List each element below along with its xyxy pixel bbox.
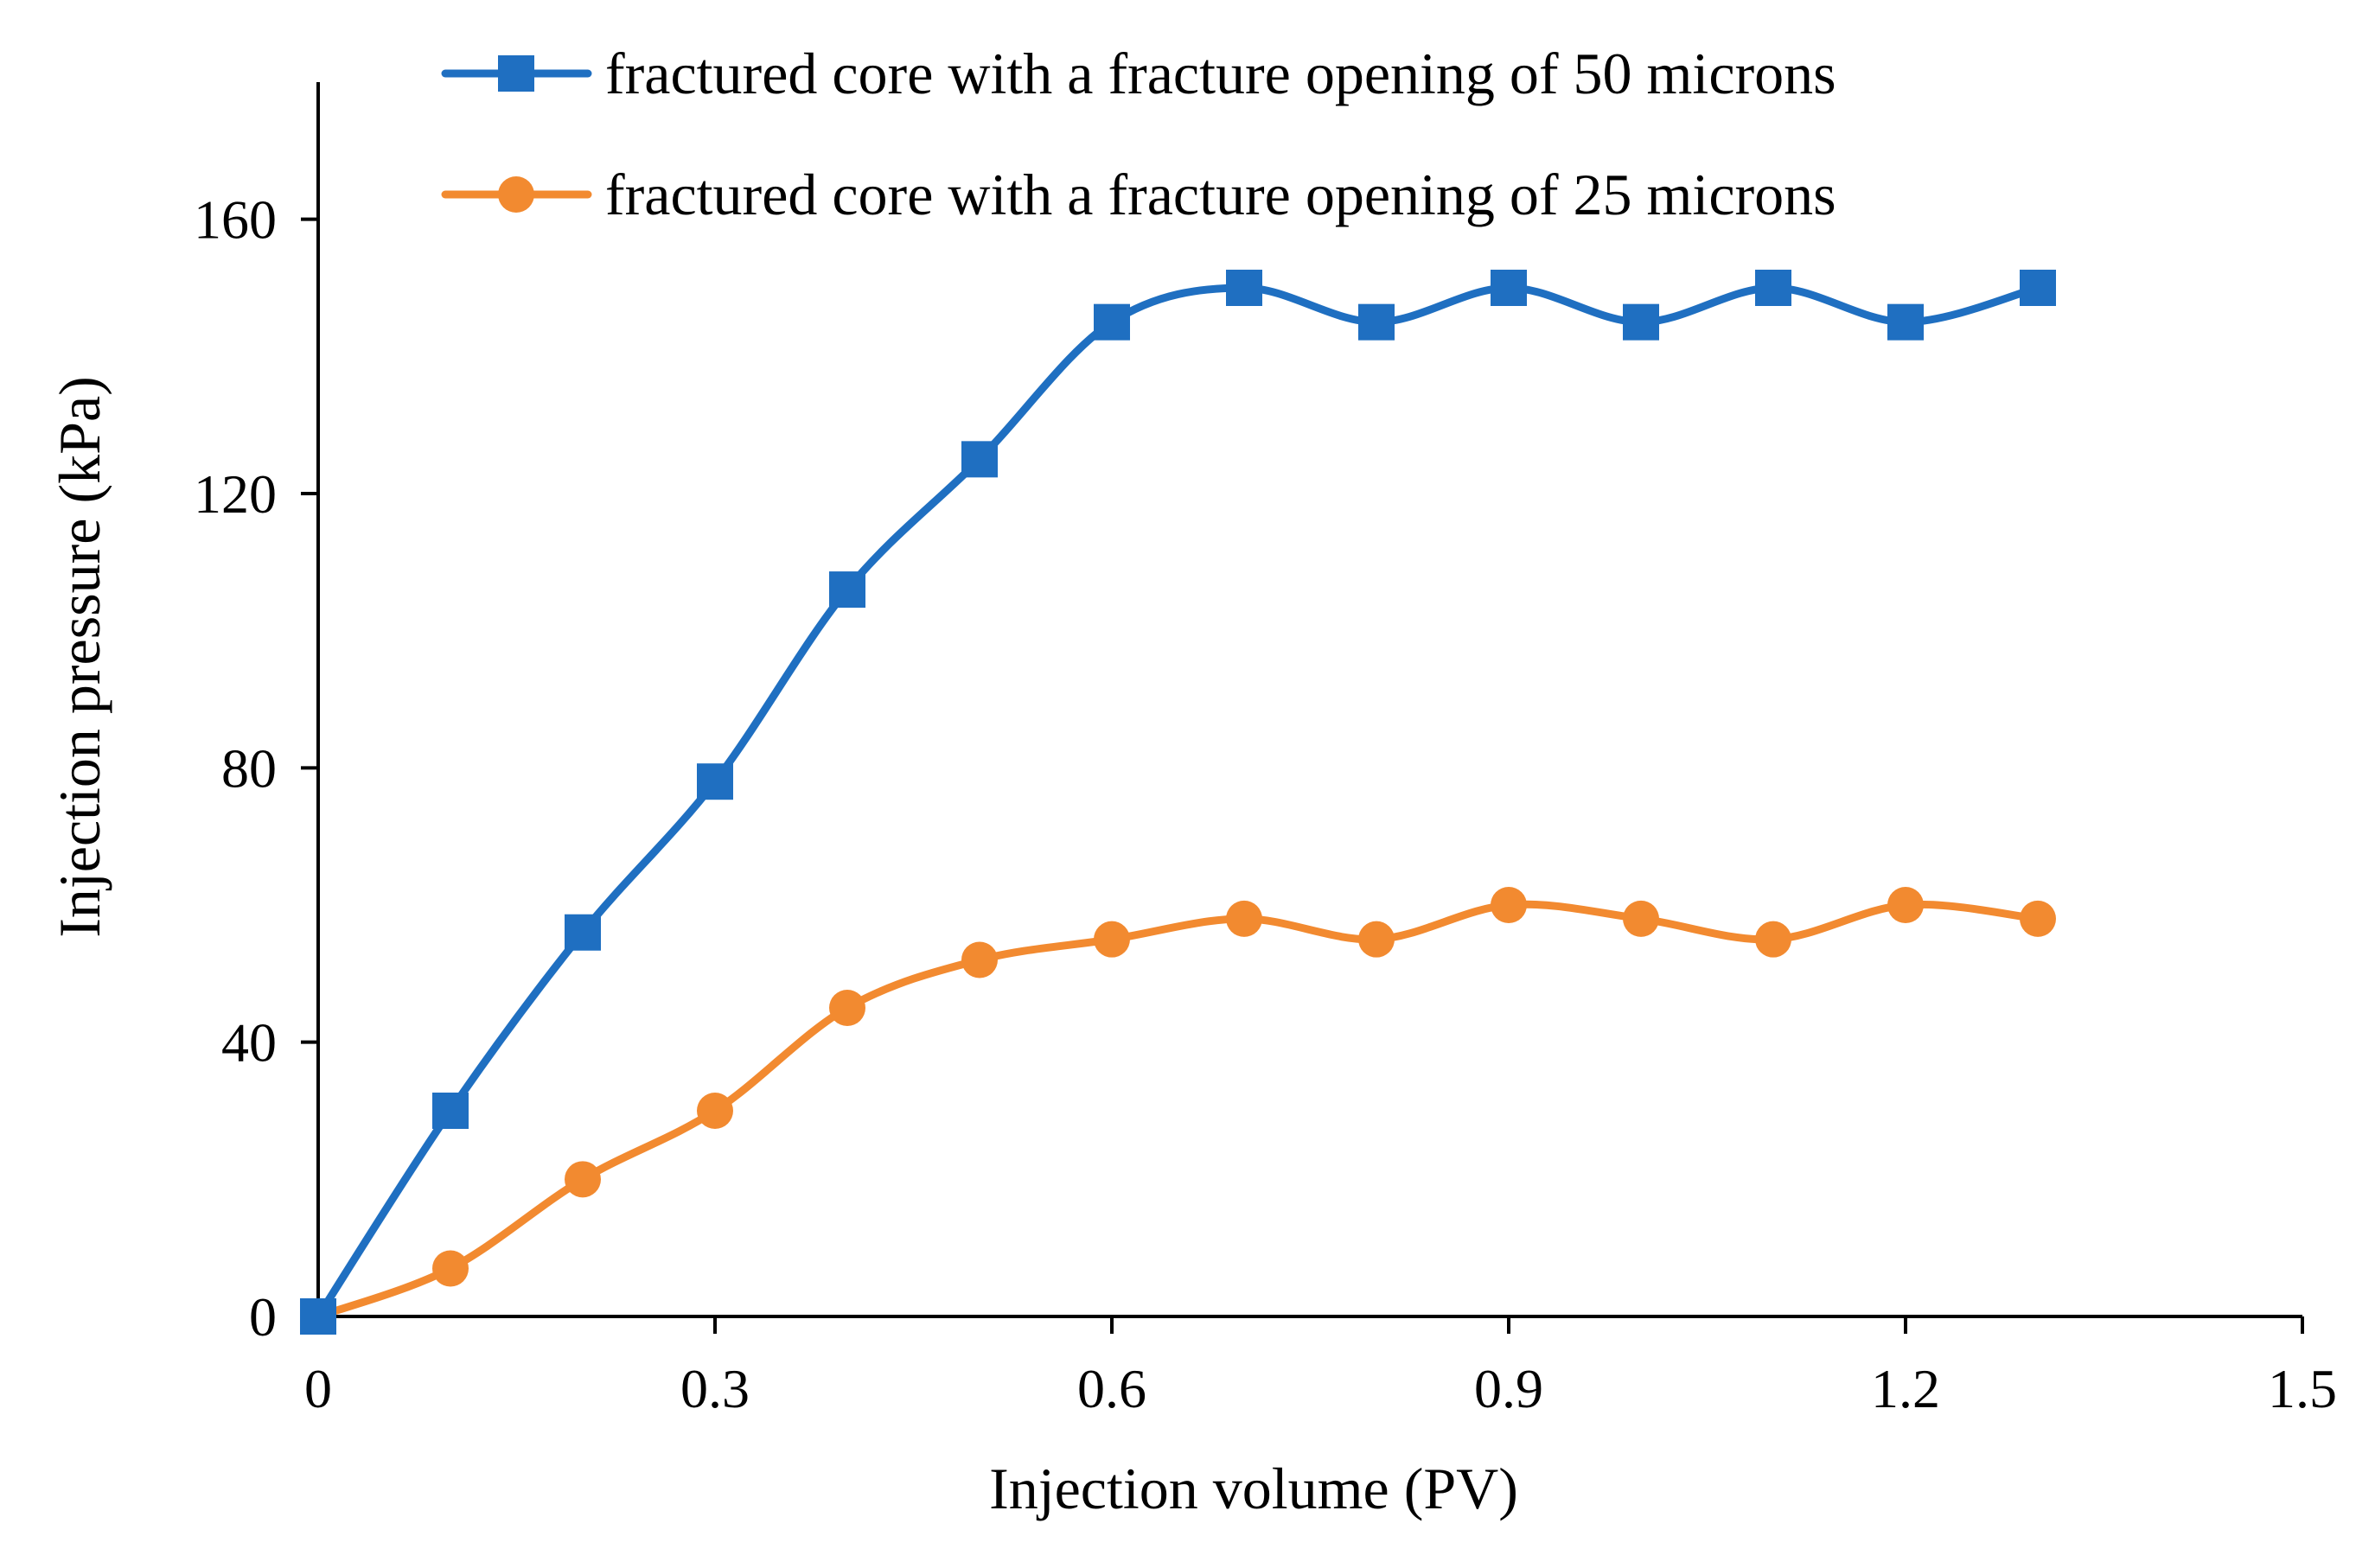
series-1-point: [1358, 303, 1395, 341]
x-tick-label: 1.5: [2268, 1358, 2337, 1419]
series-markers: [300, 270, 2056, 1335]
series-2-point: [697, 1093, 733, 1129]
series-1-point: [829, 571, 865, 609]
x-axis-title: Injection volume (PV): [989, 1456, 1518, 1521]
series-1-point: [1755, 270, 1791, 306]
series-2-point: [565, 1161, 601, 1198]
legend-swatch-marker: [498, 176, 534, 213]
series-1-point: [1623, 303, 1659, 341]
legend: fractured core with a fracture opening o…: [441, 41, 1836, 227]
series-1-point: [2020, 270, 2056, 306]
legend-entry-1: fractured core with a fracture opening o…: [441, 41, 1836, 106]
x-tick-label: 1.2: [1871, 1358, 1940, 1419]
legend-label: fractured core with a fracture opening o…: [605, 162, 1836, 227]
series-1-point: [697, 763, 733, 800]
series-line-1: [314, 284, 2042, 1321]
series-lines: [314, 284, 2042, 1321]
series-1-point: [1887, 303, 1924, 341]
series-2-point: [1755, 921, 1791, 958]
series-1-point: [300, 1298, 336, 1335]
legend-label: fractured core with a fracture opening o…: [605, 41, 1836, 106]
y-tick-label: 120: [194, 463, 277, 525]
series-2-point: [1887, 887, 1924, 923]
legend-swatch-marker: [498, 55, 534, 92]
series-2-point: [1094, 921, 1130, 958]
y-tick-label: 0: [249, 1286, 277, 1348]
series-line-2: [314, 900, 2042, 1321]
x-tick-label: 0: [304, 1358, 332, 1419]
series-2-point: [961, 941, 998, 978]
series-1-point: [1094, 303, 1130, 341]
series-2-point: [1623, 900, 1659, 937]
y-tick-label: 160: [194, 189, 277, 251]
y-axis-title: Injection pressure (kPa): [47, 376, 112, 938]
series-2-point: [1358, 921, 1395, 958]
series-2-point: [1226, 900, 1262, 937]
y-tick-label: 40: [221, 1012, 277, 1074]
x-tick-label: 0.3: [680, 1358, 750, 1419]
series-1-point: [1226, 270, 1262, 306]
x-tick-label: 0.9: [1474, 1358, 1543, 1419]
series-2-point: [1491, 887, 1527, 923]
legend-entry-2: fractured core with a fracture opening o…: [441, 162, 1836, 227]
series-1-point: [432, 1093, 469, 1129]
series-1-point: [565, 914, 601, 951]
y-tick-label: 80: [221, 737, 277, 799]
x-tick-label: 0.6: [1077, 1358, 1146, 1419]
series-2-point: [829, 990, 865, 1026]
axes: [316, 82, 2302, 1318]
series-2-point: [432, 1250, 469, 1287]
ticks: 0 0.3 0.6 0.9 1.2 1.5 0 40 80 120 160: [194, 189, 2337, 1419]
series-1-point: [961, 441, 998, 478]
series-2-point: [2020, 900, 2056, 937]
series-1-point: [1491, 270, 1527, 306]
